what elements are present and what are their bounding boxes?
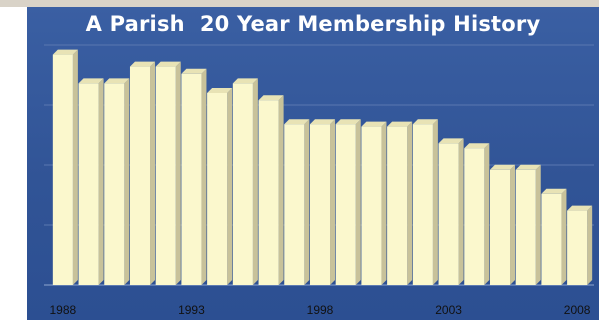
bar-side [587, 205, 593, 285]
x-tick-label: 2003 [435, 303, 462, 317]
bar-side [535, 164, 541, 285]
bar-1999 [335, 119, 361, 285]
bar-side [150, 61, 156, 285]
bar-front [361, 126, 382, 285]
x-tick-label: 1993 [178, 303, 205, 317]
bar-side [355, 119, 361, 285]
bar-front [412, 124, 433, 285]
bar-2006 [515, 164, 541, 285]
bar-side [458, 138, 464, 285]
bar-top [284, 119, 310, 125]
bar-front [181, 73, 202, 285]
bar-2005 [489, 164, 516, 285]
bar-1988 [52, 49, 78, 285]
bar-2000 [361, 121, 387, 285]
bar-top [361, 121, 387, 127]
bar-front [515, 169, 536, 285]
x-tick-labels: 1988 1993 1998 2003 2008 [50, 303, 591, 317]
bar-top [104, 78, 130, 84]
bar-front [541, 193, 562, 285]
bar-front [489, 169, 511, 285]
bar-top [515, 164, 541, 170]
bar-front [78, 83, 99, 286]
bar-top [412, 119, 438, 125]
bar-side [98, 78, 104, 286]
bar-side [381, 121, 387, 285]
bar-front [232, 83, 253, 286]
bar-side [484, 143, 490, 285]
bar-front [155, 66, 176, 285]
bar-front [464, 148, 485, 285]
bar-side [330, 119, 336, 285]
bar-top [232, 78, 258, 84]
bar-top [52, 49, 78, 55]
bar-2008 [567, 205, 593, 285]
bar-1993 [181, 68, 207, 285]
bar-top [155, 61, 181, 67]
bar-side [407, 121, 413, 285]
bar-front [438, 143, 459, 285]
bar-top [387, 121, 413, 127]
x-tick-label: 1998 [307, 303, 334, 317]
bar-front [567, 210, 588, 285]
bar-1994 [207, 88, 233, 285]
bar-side [561, 188, 567, 285]
bar-top [309, 119, 336, 125]
bar-2004 [464, 143, 490, 285]
bar-2007 [541, 188, 567, 285]
left-margin [0, 7, 27, 320]
bar-top [567, 205, 593, 211]
bar-front [129, 66, 151, 285]
bar-top [335, 119, 361, 125]
bar-top [78, 78, 104, 84]
bar-front [258, 100, 279, 285]
bar-side [304, 119, 310, 285]
bar-side [227, 88, 233, 285]
bar-2001 [387, 121, 413, 285]
bar-1998 [309, 119, 336, 285]
chart-title: A Parish 20 Year Membership History [85, 12, 541, 36]
bar-top [464, 143, 490, 149]
top-strip [0, 0, 599, 7]
bar-top [541, 188, 567, 194]
bar-side [175, 61, 181, 285]
bar-front [104, 83, 125, 286]
x-tick-label: 1988 [50, 303, 77, 317]
bar-front [387, 126, 408, 285]
bar-2003 [438, 138, 464, 285]
bar-top [207, 88, 233, 93]
bar-front [309, 124, 331, 285]
bar-side [432, 119, 438, 285]
bar-side [72, 49, 78, 285]
bar-front [207, 93, 228, 285]
bar-1991 [129, 61, 156, 285]
bar-side [124, 78, 130, 286]
bar-side [252, 78, 258, 286]
bars [52, 49, 593, 286]
bar-top [129, 61, 156, 67]
bar-front [335, 124, 356, 285]
bar-front [52, 54, 73, 285]
bar-top [489, 164, 516, 170]
bar-side [278, 95, 284, 285]
bar-2002 [412, 119, 438, 285]
bar-top [438, 138, 464, 144]
bar-1997 [284, 119, 310, 285]
bar-top [181, 68, 207, 74]
bar-1990 [104, 78, 130, 286]
bar-side [201, 68, 207, 285]
bar-1995 [232, 78, 258, 286]
bar-side [510, 164, 516, 285]
bar-1996 [258, 95, 284, 285]
x-tick-label: 2008 [564, 303, 591, 317]
bar-top [258, 95, 284, 101]
bar-1989 [78, 78, 104, 286]
bar-1992 [155, 61, 181, 285]
bar-front [284, 124, 305, 285]
